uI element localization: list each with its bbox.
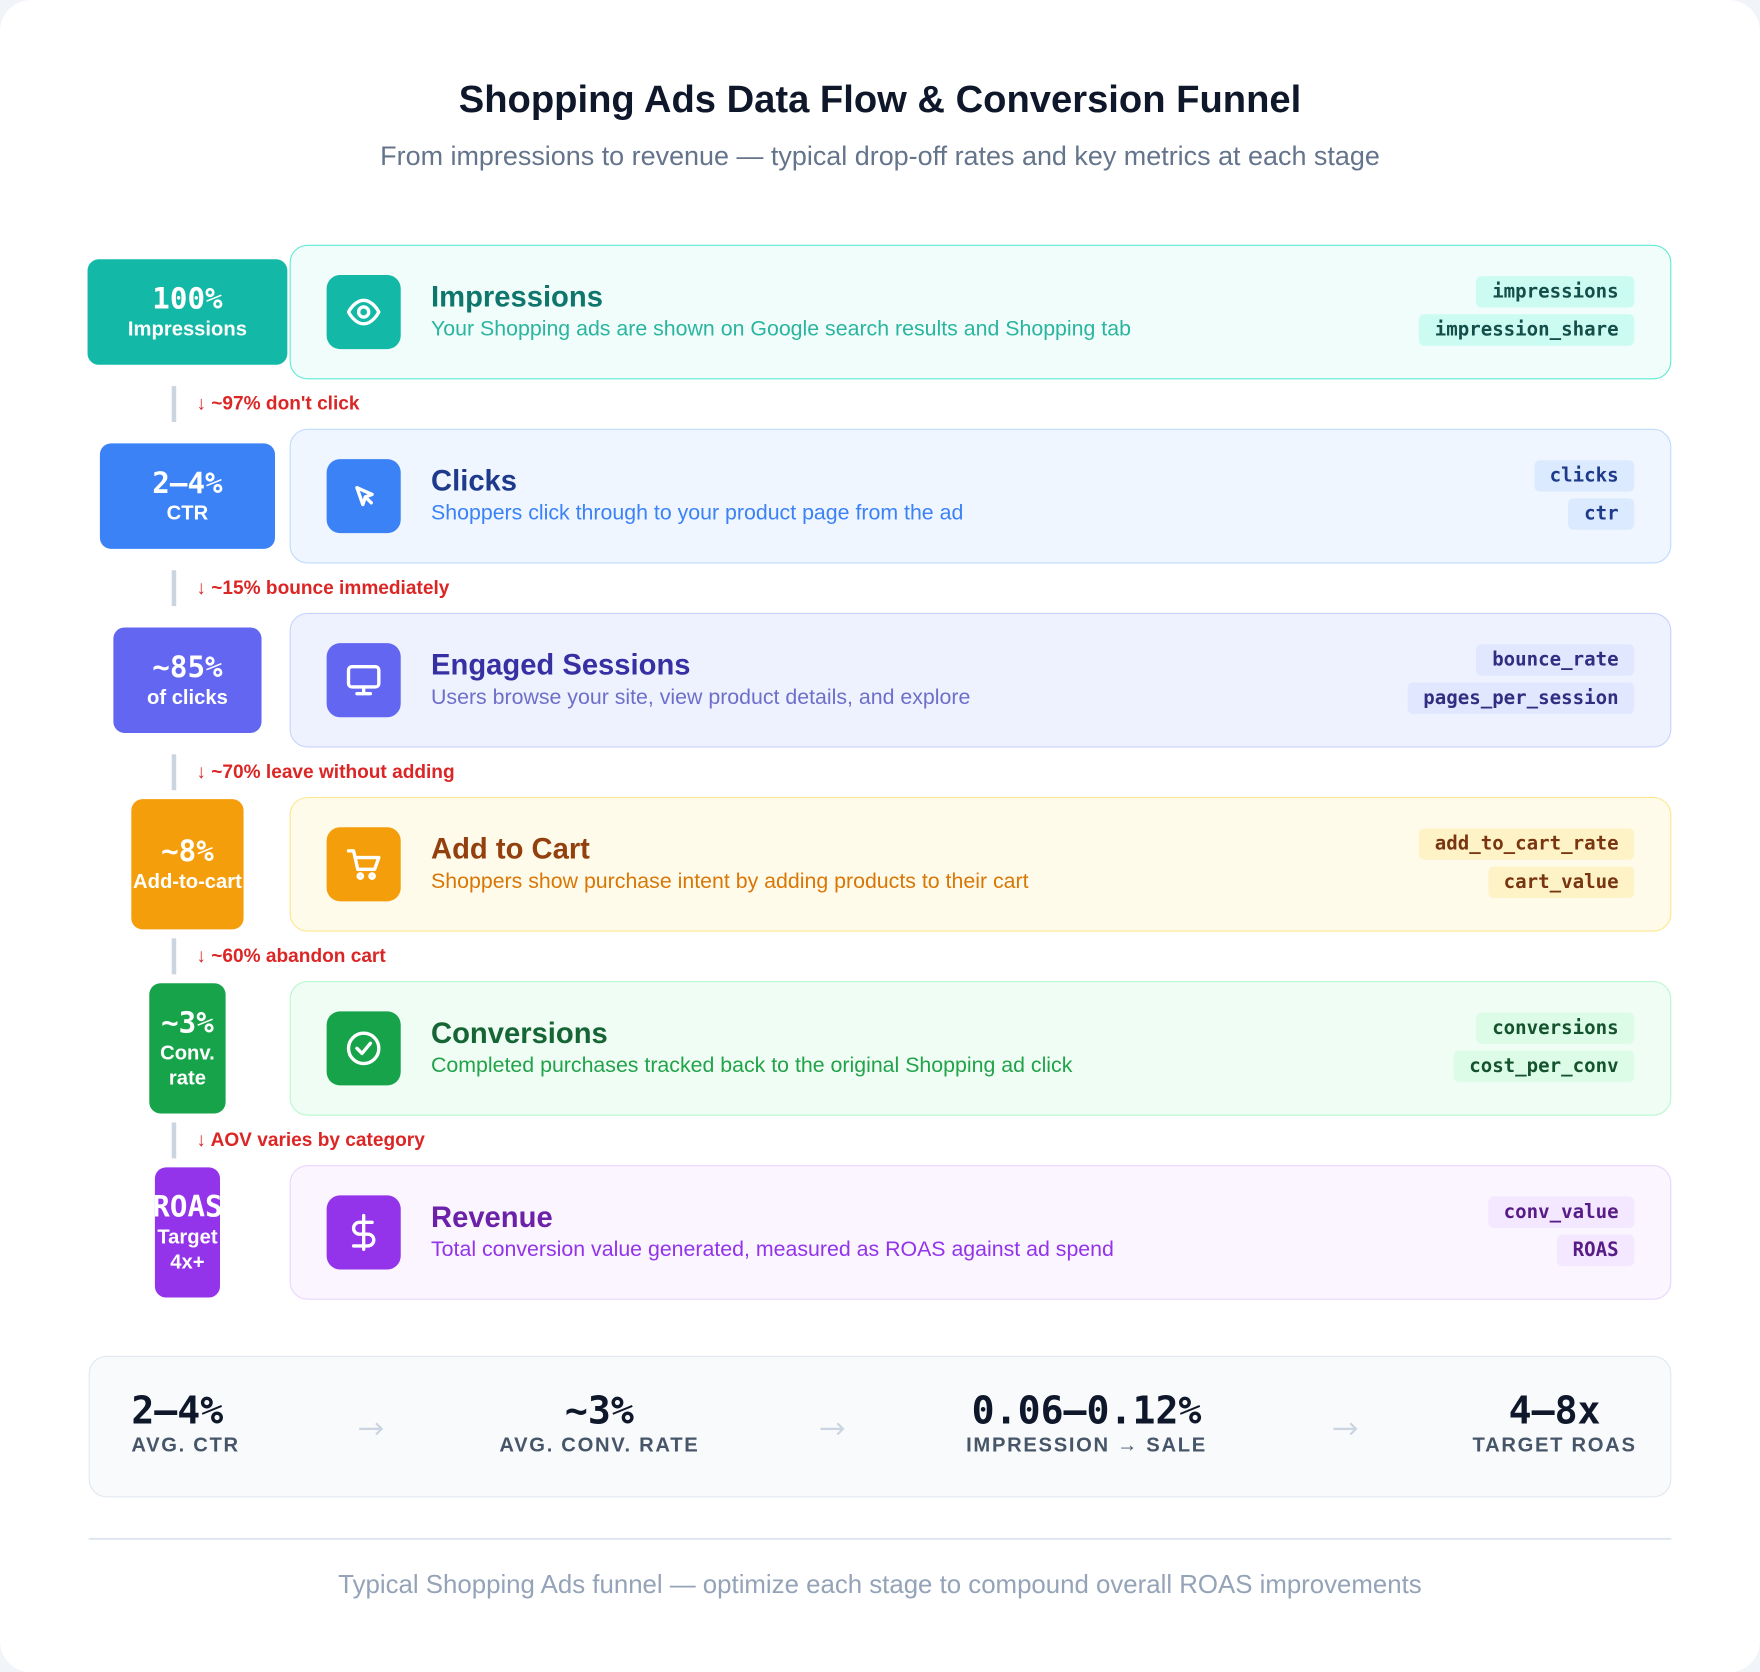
metric-value: 4–8x (1508, 1388, 1601, 1434)
icon (351, 1213, 376, 1251)
stage-icon (326, 459, 401, 534)
stage-description: Users browse your site, view product det… (431, 685, 971, 710)
stage-title: Engaged Sessions (431, 647, 691, 682)
badge-label: Target 4x+ (157, 1225, 218, 1273)
stage-description: Shoppers click through to your product p… (431, 501, 964, 526)
connector (171, 938, 177, 975)
metric-value: ~3% (564, 1388, 634, 1434)
stage-icon (326, 643, 401, 718)
metric-tag: impression_share (1419, 314, 1635, 346)
stage-description: Total conversion value generated, measur… (431, 1238, 1114, 1262)
badge-label: Impressions (127, 317, 247, 341)
title: Shopping Ads Data Flow & Conversion Funn… (458, 78, 1302, 122)
badge-value: 2–4% (152, 466, 223, 501)
drop-off: ↓ ~70% leave without adding (196, 761, 455, 783)
summary-arrows (359, 1422, 1358, 1436)
metric-label: TARGET ROAS (1472, 1433, 1637, 1456)
badge-value: ROAS (154, 1190, 221, 1225)
metric-tag: pages_per_session (1407, 682, 1635, 714)
metric-tag: ROAS (1556, 1234, 1635, 1267)
drop-off: ↓ ~60% abandon cart (196, 945, 386, 967)
drop-off: ↓ ~97% don't click (196, 392, 360, 415)
summary-metric: 2–4% AVG. CTR (131, 1388, 580, 1456)
stage-title: Revenue (431, 1199, 553, 1234)
divider (88, 1537, 1672, 1541)
connector (171, 1122, 177, 1159)
stage-badge: ~8% Add-to-cart (131, 799, 244, 930)
stage-icon (326, 1011, 401, 1086)
stage-badge: ~85% of clicks (113, 627, 262, 733)
stage-description: Shoppers show purchase intent by adding … (431, 869, 1029, 894)
badge-value: 100% (152, 282, 223, 317)
metric-value: 0.06–0.12% (971, 1388, 1202, 1434)
drop-off: ↓ ~15% bounce immediately (196, 576, 450, 599)
metric-label: AVG. CONV. RATE (499, 1433, 700, 1456)
badge-value: ~8% (161, 835, 214, 869)
stage-title: Clicks (431, 463, 518, 498)
stage-icon (326, 275, 401, 350)
metric-label: AVG. CTR (131, 1433, 240, 1456)
stage-description: Completed purchases tracked back to the … (431, 1053, 1073, 1078)
drop-off: ↓ AOV varies by category (196, 1129, 425, 1151)
stage-badge: 2–4% CTR (99, 443, 276, 549)
stage-description: Your Shopping ads are shown on Google se… (431, 317, 1131, 342)
stage-card: Conversions Completed purchases tracked b… (289, 981, 1672, 1116)
summary-metric: 0.06–0.12% IMPRESSION → SALE (862, 1388, 1311, 1456)
badge-value: ~3% (161, 1006, 214, 1041)
badge-label: Conv. rate (160, 1041, 215, 1089)
stage-title: Add to Cart (431, 831, 590, 866)
connector (171, 570, 177, 607)
stage-card: Engaged Sessions Users browse your site, … (289, 612, 1672, 748)
badge-label: CTR (166, 501, 209, 525)
footer-note: Typical Shopping Ads funnel — optimize e… (338, 1569, 1422, 1599)
badge-value: ~85% (152, 651, 223, 685)
stage-title: Impressions (431, 279, 603, 314)
badge-label: Add-to-cart (133, 869, 242, 893)
stage-badge: ROAS Target 4x+ (154, 1167, 221, 1298)
stage-icon (326, 827, 401, 902)
metric-value: 2–4% (131, 1388, 224, 1434)
icon (355, 486, 374, 507)
metric-tag: ctr (1568, 498, 1635, 530)
stage-card: Clicks Shoppers click through to your pro… (289, 428, 1672, 564)
metric-tag: impressions (1476, 276, 1635, 308)
subtitle: From impressions to revenue — typical dr… (380, 141, 1380, 172)
connector (171, 754, 177, 791)
stage-badge: ~3% Conv. rate (149, 983, 226, 1114)
stage-icon (326, 1195, 401, 1270)
metric-tag: conv_value (1487, 1196, 1635, 1228)
icon (346, 849, 381, 880)
stage-badge: 100% Impressions (87, 259, 288, 365)
summary-box: 2–4% AVG. CTR ~3% AVG. CONV. RATE 0.06–0.12%… (88, 1355, 1672, 1498)
icon (346, 298, 381, 326)
connector (171, 386, 177, 423)
metric-tag: cart_value (1487, 866, 1635, 898)
stage-card: Add to Cart Shoppers show purchase intent… (289, 796, 1672, 932)
metric-tag: clicks (1533, 460, 1635, 492)
icon (346, 665, 381, 696)
badge-label: of clicks (147, 685, 228, 709)
summary-metric: ~3% AVG. CONV. RATE (375, 1388, 824, 1456)
stage-card: Impressions Your Shopping ads are shown o… (289, 244, 1672, 380)
metric-tag: conversions (1476, 1012, 1635, 1044)
metric-tag: cost_per_conv (1453, 1050, 1635, 1083)
icon (346, 1031, 381, 1066)
metric-label: IMPRESSION → SALE (966, 1433, 1207, 1456)
metric-tag: bounce_rate (1476, 644, 1635, 676)
metric-tag: add_to_cart_rate (1419, 828, 1635, 860)
summary-metric: 4–8x TARGET ROAS (1330, 1388, 1760, 1456)
stage-title: Conversions (431, 1015, 608, 1050)
stage-card: Revenue Total conversion value generated,… (289, 1165, 1672, 1300)
